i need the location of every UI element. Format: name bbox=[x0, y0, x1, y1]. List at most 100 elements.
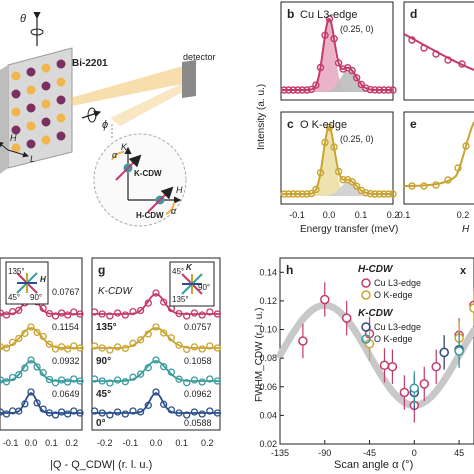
sample-name: Bi-2201 bbox=[72, 58, 108, 69]
atom bbox=[11, 125, 21, 135]
panel-h-x-tick: 0 bbox=[412, 448, 417, 458]
panel-h-y-tick: 0.12 bbox=[259, 296, 277, 306]
panel-g: g K-CDW 45° K 90° 135° 135° 90° 45° 0° 0… bbox=[90, 257, 222, 431]
spectrum-point bbox=[285, 190, 293, 198]
panel-c-letter: c bbox=[287, 117, 294, 131]
peak-data-point bbox=[90, 407, 99, 415]
peak-data-point bbox=[70, 375, 78, 383]
peak-data-point bbox=[144, 299, 152, 307]
panel-f-inset-135: 135° bbox=[8, 267, 25, 276]
alpha-label-h: α bbox=[171, 206, 177, 216]
legend-h-title: H-CDW bbox=[358, 264, 394, 275]
panel-f-inset-90: 90° bbox=[30, 293, 42, 302]
panel-c-frame bbox=[280, 111, 394, 205]
panel-c-title: O K-edge bbox=[300, 119, 347, 131]
peak-data-point bbox=[136, 306, 145, 315]
panel-g-x-tick: -0.1 bbox=[123, 438, 139, 448]
atom bbox=[56, 131, 66, 141]
peak-data-point bbox=[45, 340, 54, 348]
atom bbox=[56, 95, 66, 105]
peak-data-point bbox=[64, 378, 72, 386]
phi-symbol: ϕ bbox=[102, 119, 108, 131]
spectrum-point bbox=[312, 185, 320, 194]
spectrum-point bbox=[389, 190, 397, 198]
peak-data-point bbox=[15, 407, 23, 415]
panel-d-points bbox=[408, 36, 466, 68]
panel-h-x-label: Scan angle α (°) bbox=[334, 459, 413, 471]
atom bbox=[56, 113, 66, 123]
peak-data-point bbox=[15, 334, 23, 343]
peak-data-point bbox=[144, 330, 152, 338]
peak-data-point bbox=[51, 379, 60, 387]
peak-data-point bbox=[183, 379, 191, 387]
peak-data-point bbox=[113, 408, 122, 416]
peak-data-point bbox=[198, 345, 206, 353]
spectra-x-tick: -0.1 bbox=[289, 210, 305, 220]
peak-data-point bbox=[45, 409, 54, 417]
atom bbox=[11, 143, 21, 153]
peak-data-point bbox=[39, 369, 47, 377]
fwhm-point bbox=[439, 347, 449, 358]
spectrum-point bbox=[353, 182, 361, 190]
spectrum-point bbox=[289, 190, 297, 198]
panel-g-angle-0: 135° bbox=[96, 322, 117, 333]
spectrum-point bbox=[366, 189, 374, 198]
panel-h-y-tick: 0.10 bbox=[259, 325, 277, 335]
l-axis-arrow bbox=[7, 149, 29, 158]
h-axis-arrow bbox=[0, 141, 9, 151]
peak-data-point bbox=[76, 377, 84, 385]
l-axis-label: L bbox=[30, 154, 35, 164]
panel-h-y-tick: 0.02 bbox=[259, 439, 277, 449]
panel-h-y-tick: 0.14 bbox=[259, 267, 277, 277]
peak-data-point bbox=[51, 312, 60, 320]
spectra-x-tick: 0.2 bbox=[387, 210, 400, 220]
peak-data-point bbox=[113, 309, 122, 317]
peak-data-point bbox=[152, 388, 160, 396]
panel-g-width-3: 0.0588 bbox=[184, 418, 212, 428]
peak-data-point bbox=[0, 408, 5, 416]
spectrum-point bbox=[285, 86, 293, 94]
spectrum-point bbox=[294, 86, 302, 94]
panel-e-letter: e bbox=[410, 117, 417, 131]
peak-data-point bbox=[70, 407, 78, 415]
peak-data-point bbox=[144, 401, 152, 409]
peak-data-point bbox=[121, 344, 129, 353]
spectrum-point bbox=[321, 31, 329, 39]
panel-h-x-tick: -135 bbox=[271, 448, 289, 458]
scattered-beam bbox=[110, 82, 190, 126]
peak-data-point bbox=[8, 338, 17, 346]
fwhm-point bbox=[409, 383, 420, 393]
peak-data-point bbox=[167, 334, 176, 342]
theta-symbol: θ bbox=[20, 13, 26, 25]
peak-data-point bbox=[136, 408, 145, 416]
peak-data-point bbox=[129, 373, 137, 381]
peak-data-point bbox=[106, 379, 114, 387]
panel-d-point bbox=[444, 56, 452, 64]
peak-data-point bbox=[98, 310, 106, 318]
peak-data-point bbox=[64, 311, 72, 319]
panel-g-inset-45: 45° bbox=[172, 267, 184, 276]
atom bbox=[26, 121, 36, 131]
phi-rotation-icon bbox=[87, 107, 97, 123]
spectrum-point bbox=[321, 138, 329, 147]
spectrum-point bbox=[366, 85, 374, 94]
peak-data-point bbox=[27, 356, 35, 364]
peak-data-point bbox=[183, 312, 191, 320]
peak-data-point bbox=[2, 311, 11, 319]
peak-data-point bbox=[144, 364, 152, 372]
panel-g-angle-2: 45° bbox=[96, 389, 111, 400]
panel-h-x-tick: -90 bbox=[318, 448, 331, 458]
peak-data-point bbox=[190, 343, 199, 351]
fwhm-point bbox=[454, 346, 464, 356]
panel-g-inset-k: K bbox=[186, 263, 193, 272]
panel-f-width-0: 0.0767 bbox=[52, 287, 80, 297]
peak-data-point bbox=[98, 409, 106, 417]
spectra-x-tick: 0.1 bbox=[355, 210, 368, 220]
panel-h-legend: H-CDW Cu L3-edge O K-edge K-CDW Cu L3-ed… bbox=[358, 264, 421, 344]
peak-data-point bbox=[39, 304, 47, 312]
peak-data-point bbox=[39, 332, 47, 341]
panel-h-x-tick: 45 bbox=[454, 448, 464, 458]
peak-data-point bbox=[129, 307, 137, 316]
peak-data-point bbox=[90, 375, 99, 383]
legend-k-title: K-CDW bbox=[358, 308, 394, 319]
